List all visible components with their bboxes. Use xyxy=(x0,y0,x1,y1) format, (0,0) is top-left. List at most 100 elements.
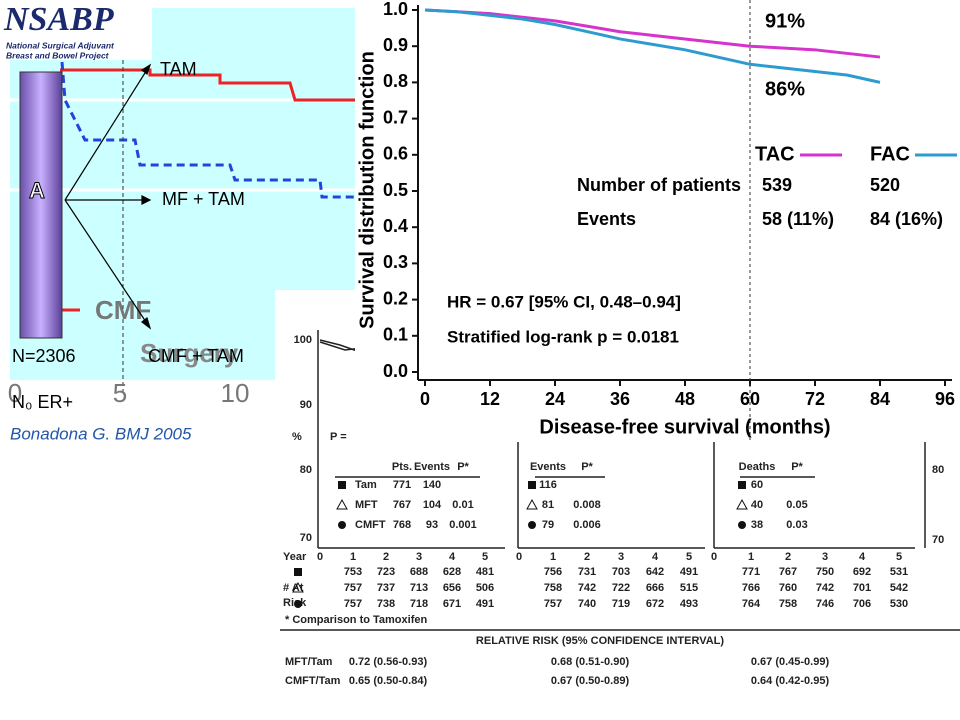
rr-cell: 0.65 (0.50-0.84) xyxy=(349,675,428,687)
table-axis-label: 70 xyxy=(932,534,944,546)
citation: Bonadona G. BMJ 2005 xyxy=(10,424,192,443)
survival-curve xyxy=(424,8,881,84)
year-tick: 0 xyxy=(516,551,522,563)
at-risk-value: 766 xyxy=(742,582,760,594)
at-risk-value: 742 xyxy=(816,582,834,594)
symbol xyxy=(528,521,536,529)
stats-cell: 520 xyxy=(870,175,900,195)
legend-label: TAC xyxy=(755,143,795,165)
table-header: Events xyxy=(414,461,450,473)
y-tick-label: 0.3 xyxy=(383,252,408,272)
table-axis-label: 90 xyxy=(300,399,312,411)
at-risk-value: 491 xyxy=(476,598,494,610)
annotation: 86% xyxy=(765,78,805,100)
arm-bar xyxy=(19,71,63,339)
table-cell: 93 xyxy=(426,519,438,531)
at-risk-value: 666 xyxy=(646,582,664,594)
y-tick-label: 1.0 xyxy=(383,0,408,19)
year-tick: 3 xyxy=(822,551,828,563)
y-axis-label: Survival distribution function xyxy=(356,51,378,329)
at-risk-value: 706 xyxy=(853,598,871,610)
x-tick-label: 96 xyxy=(935,389,955,409)
rr-cell: CMFT/Tam xyxy=(285,675,341,687)
at-risk-value: 760 xyxy=(779,582,797,594)
symbol xyxy=(294,568,302,576)
at-risk-value: 688 xyxy=(410,566,428,578)
year-tick: 5 xyxy=(896,551,902,563)
at-risk-value: 718 xyxy=(410,598,428,610)
y-tick-label: 0.1 xyxy=(383,325,408,345)
at-risk-value: 713 xyxy=(410,582,428,594)
table-cell: 81 xyxy=(542,499,554,511)
at-risk-value: 642 xyxy=(646,566,664,578)
table-p-label: P = xyxy=(330,431,347,443)
stats-cell: Number of patients xyxy=(577,175,741,195)
at-risk-value: 530 xyxy=(890,598,908,610)
x-tick-label: 0 xyxy=(420,389,430,409)
table-axis-label: 70 xyxy=(300,532,312,544)
at-risk-value: 740 xyxy=(578,598,596,610)
rr-cell: MFT/Tam xyxy=(285,656,333,668)
bg-tick-label: 10 xyxy=(221,378,250,408)
y-tick-label: 0.4 xyxy=(383,216,408,236)
y-tick-label: 0.8 xyxy=(383,71,408,91)
bg-label: Surgery xyxy=(140,338,239,368)
population: N₀ ER+ xyxy=(12,392,73,412)
at-risk-value: 493 xyxy=(680,598,698,610)
at-risk-value: 703 xyxy=(612,566,630,578)
symbol xyxy=(336,498,348,510)
year-tick: 5 xyxy=(686,551,692,563)
table-cell: 104 xyxy=(423,499,442,511)
at-risk-value: 764 xyxy=(742,598,761,610)
rr-cell: 0.72 (0.56-0.93) xyxy=(349,656,428,668)
table-cell: 0.001 xyxy=(449,519,477,531)
year-tick: 1 xyxy=(550,551,556,563)
stats-cell: 539 xyxy=(762,175,792,195)
logrank-text: Stratified log-rank p = 0.0181 xyxy=(447,327,679,346)
annotation: 91% xyxy=(765,10,805,32)
rr-cell: 0.67 (0.45-0.99) xyxy=(751,656,830,668)
at-risk-value: 671 xyxy=(443,598,461,610)
year-tick: 3 xyxy=(416,551,422,563)
rr-cell: 0.64 (0.42-0.95) xyxy=(751,675,830,687)
table-axis-label: % xyxy=(292,431,302,443)
table-cell: 0.03 xyxy=(786,519,807,531)
logo-subtitle: National Surgical Adjuvant xyxy=(6,40,115,50)
bg-label: CMF xyxy=(95,295,151,325)
table-cell: 0.008 xyxy=(573,499,601,511)
at-risk-value: 758 xyxy=(779,598,797,610)
symbol xyxy=(528,481,536,489)
table-header: Deaths xyxy=(739,461,776,473)
year-tick: 1 xyxy=(748,551,754,563)
at-risk-value: 515 xyxy=(680,582,698,594)
hr-text: HR = 0.67 [95% CI, 0.48–0.94] xyxy=(447,292,681,311)
table-cell: Tam xyxy=(355,479,377,491)
y-tick-label: 0.6 xyxy=(383,144,408,164)
rr-title: RELATIVE RISK (95% CONFIDENCE INTERVAL) xyxy=(476,635,724,647)
table-header: P* xyxy=(791,461,803,473)
table-cell: 771 xyxy=(393,479,411,491)
table-cell: 140 xyxy=(423,479,441,491)
x-tick-label: 12 xyxy=(480,389,500,409)
at-risk-value: 656 xyxy=(443,582,461,594)
x-tick-label: 24 xyxy=(545,389,565,409)
symbol xyxy=(338,481,346,489)
at-risk-value: 742 xyxy=(578,582,596,594)
arrows xyxy=(64,63,152,330)
bg-tick-label: 0 xyxy=(8,378,22,408)
table-cell: CMFT xyxy=(355,519,386,531)
symbol xyxy=(738,481,746,489)
table-axis-label: 80 xyxy=(300,464,312,476)
y-tick-label: 0.9 xyxy=(383,35,408,55)
at-risk-value: 491 xyxy=(680,566,698,578)
stats-cell: 84 (16%) xyxy=(870,209,943,229)
year-tick: 0 xyxy=(317,551,323,563)
at-risk-value: 750 xyxy=(816,566,834,578)
table-cell: 768 xyxy=(393,519,411,531)
at-risk-value: 756 xyxy=(544,566,562,578)
year-tick: 3 xyxy=(618,551,624,563)
symbol xyxy=(736,498,748,510)
table-cell: 60 xyxy=(751,479,763,491)
at-risk-value: 719 xyxy=(612,598,630,610)
